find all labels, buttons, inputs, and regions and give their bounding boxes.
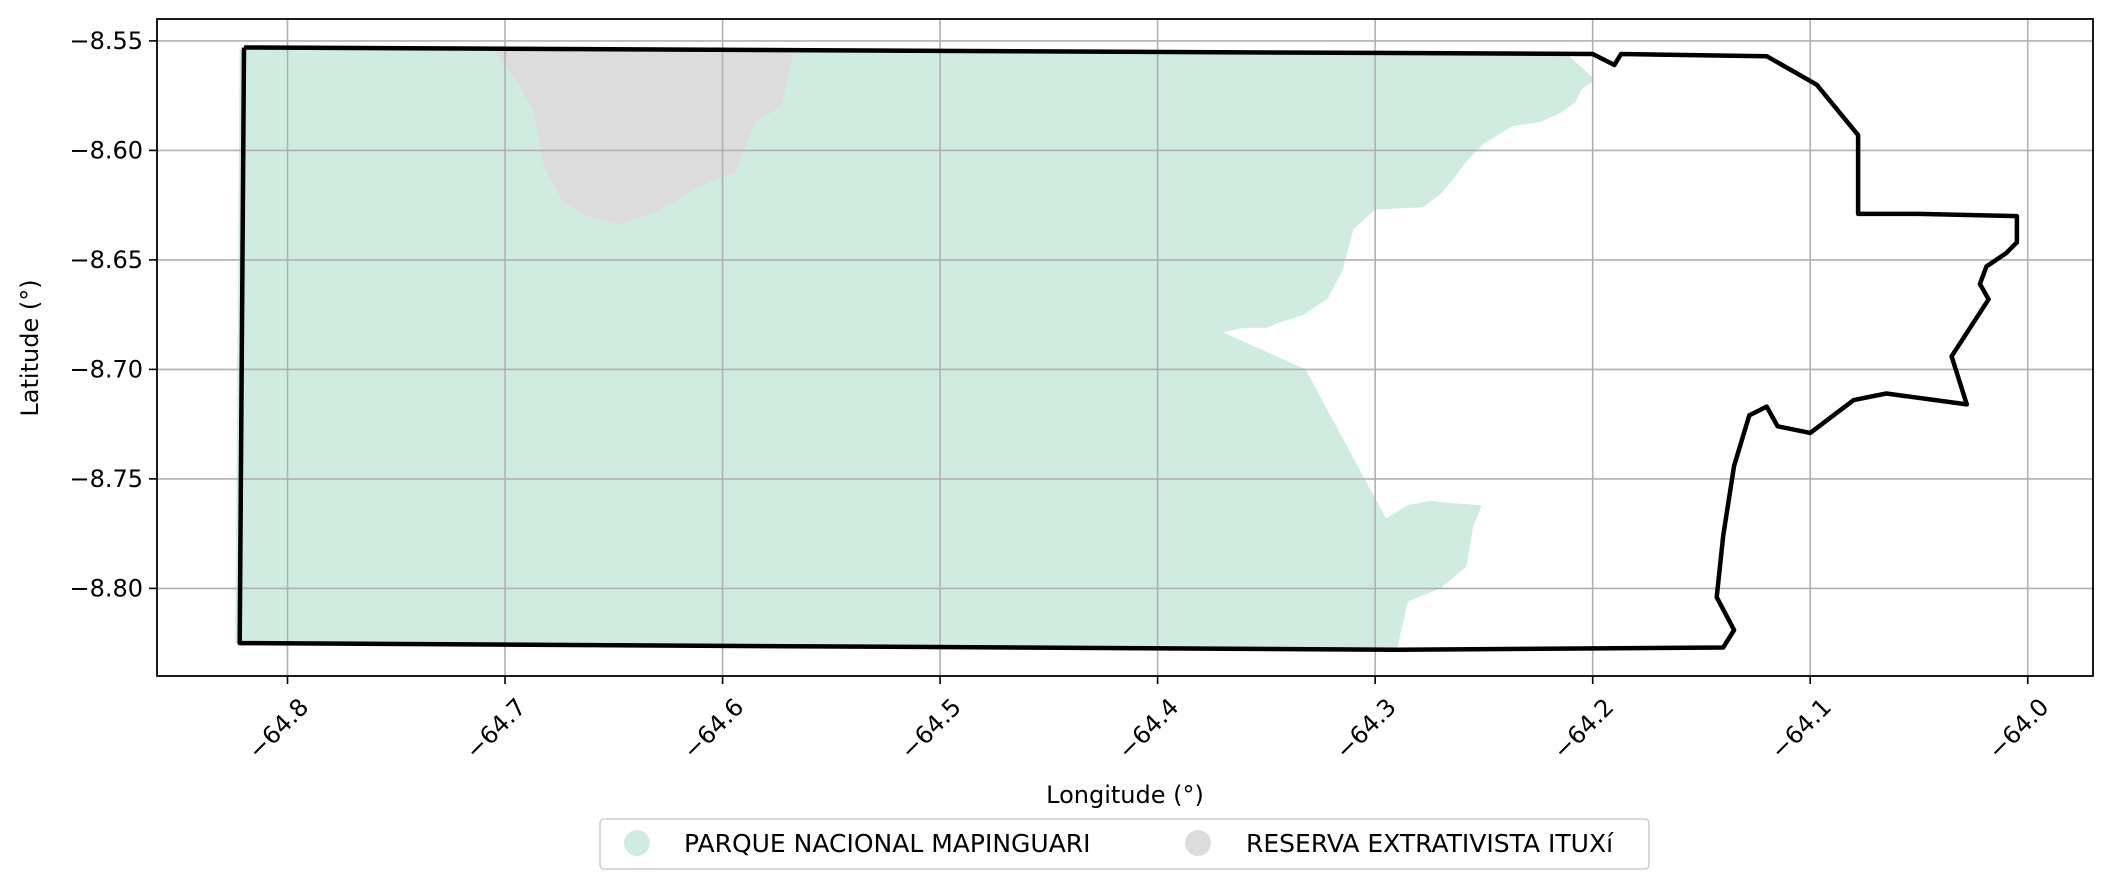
y-axis-title: Latitude (°) [16, 279, 44, 416]
study-boundary-outline [237, 45, 2020, 652]
y-tick-label: −8.60 [69, 136, 143, 164]
gridlines [157, 19, 2093, 676]
study-boundary-layer [237, 45, 2020, 652]
y-tick-label: −8.65 [69, 246, 143, 274]
x-axis-title: Longitude (°) [1046, 781, 1204, 809]
y-tick-label: −8.80 [69, 574, 143, 602]
legend-label-parque: PARQUE NACIONAL MAPINGUARI [684, 829, 1091, 858]
legend-label-reserva: RESERVA EXTRATIVISTA ITUXí [1246, 829, 1614, 858]
y-tick-label: −8.75 [69, 465, 143, 493]
protected-areas-layer [235, 49, 1595, 650]
plot-frame [156, 18, 2094, 677]
legend-marker-reserva [1185, 830, 1211, 856]
y-tick-label: −8.70 [69, 355, 143, 383]
y-axis-ticks: −8.55 −8.60 −8.65 −8.70 −8.75 −8.80 [69, 27, 157, 602]
legend-frame [599, 818, 1650, 870]
legend-marker-parque [624, 830, 650, 856]
y-tick-label: −8.55 [69, 27, 143, 55]
area-reserva-extrativista-itux [494, 49, 795, 225]
legend: PARQUE NACIONAL MAPINGUARI RESERVA EXTRA… [599, 818, 1650, 870]
